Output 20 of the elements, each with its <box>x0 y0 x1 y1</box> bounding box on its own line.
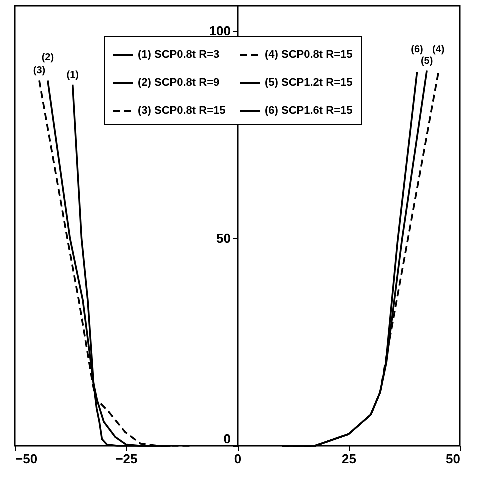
legend-label: (5) SCP1.2t R=15 <box>265 77 353 89</box>
annotation: (5) <box>420 56 434 67</box>
annotation: (4) <box>432 44 445 56</box>
x-tick-label: 0 <box>234 452 242 466</box>
legend-label: (6) SCP1.6t R=15 <box>265 105 353 117</box>
y-tick-label: 0 <box>224 432 231 446</box>
annotation: (2) <box>42 52 54 64</box>
x-tick-label: 50 <box>446 452 460 466</box>
legend-label: (4) SCP0.8t R=15 <box>265 49 353 61</box>
y-tick-label: 100 <box>209 23 231 38</box>
x-tick-label: 25 <box>342 452 356 466</box>
legend-label: (1) SCP0.8t R=3 <box>138 49 220 61</box>
legend-label: (3) SCP0.8t R=15 <box>138 105 226 117</box>
y-tick-label: 50 <box>216 230 231 246</box>
annotation: (1) <box>66 70 79 81</box>
annotation: (6) <box>411 44 424 56</box>
x-tick-label: −50 <box>16 452 38 466</box>
legend-label: (2) SCP0.8t R=9 <box>138 77 220 89</box>
x-tick-label: −25 <box>116 452 138 466</box>
annotation: (3) <box>33 66 46 77</box>
